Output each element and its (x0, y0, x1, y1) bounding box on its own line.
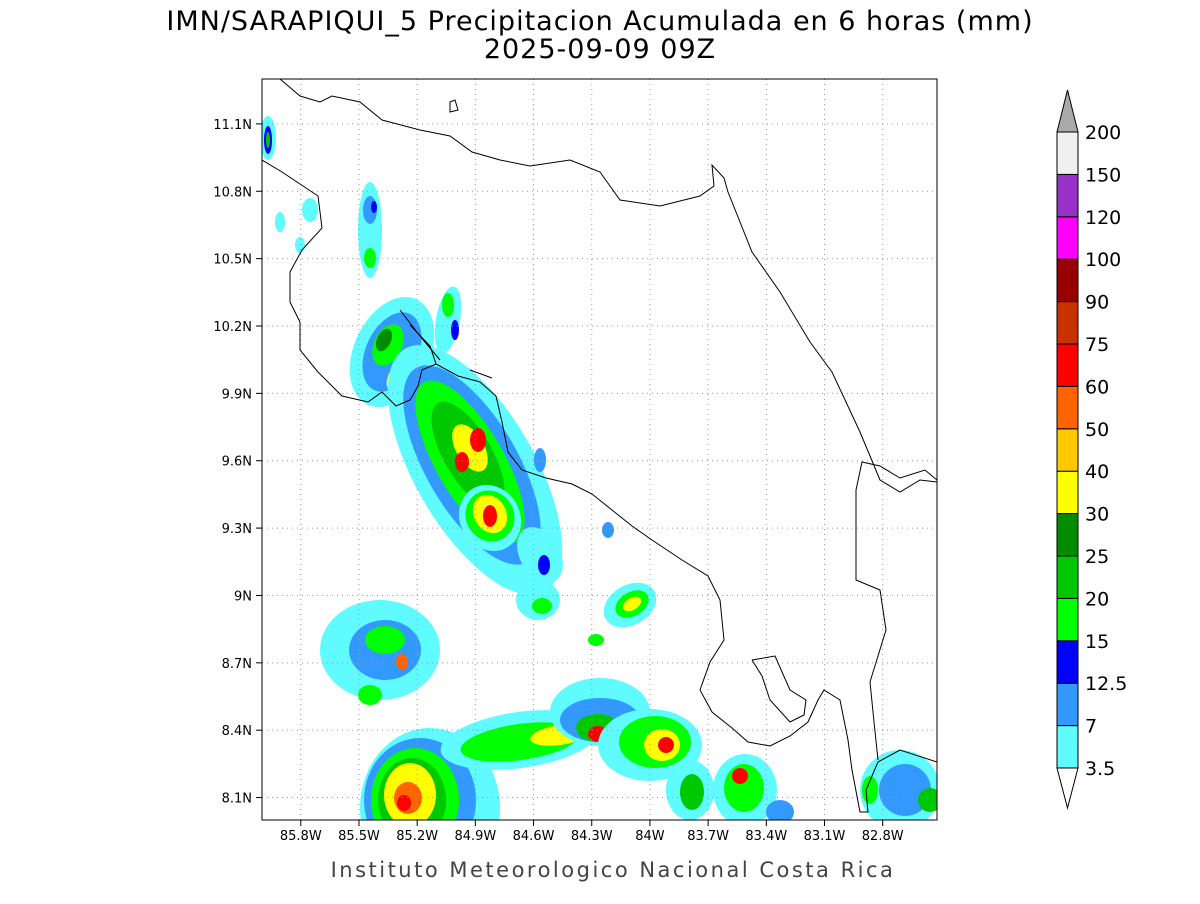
border (399, 309, 937, 761)
chart-subtitle: 2025-09-09 09Z (484, 34, 716, 65)
y-tick-label: 8.1N (222, 792, 252, 807)
colorbar-label: 15 (1085, 631, 1109, 653)
precip-contour (732, 768, 748, 784)
grid (256, 79, 937, 826)
y-tick-label: 9.9N (222, 387, 252, 402)
chart-title: IMN/SARAPIQUI_5 Precipitacion Acumulada … (166, 6, 1033, 37)
coastlines (262, 79, 937, 813)
precip-contour (766, 800, 794, 820)
precip-contour (517, 527, 563, 583)
colorbar-label: 90 (1085, 292, 1109, 314)
colorbar-box (1056, 216, 1079, 260)
plot-frame (261, 78, 938, 821)
precip-contour (470, 428, 486, 452)
colorbar-box (1056, 428, 1079, 472)
precip-contour (375, 328, 393, 352)
x-tick-label: 84W (635, 829, 665, 844)
precip-contour (483, 505, 497, 527)
x-tick-label: 84.3W (571, 829, 613, 844)
x-tick-label: 84.6W (513, 829, 555, 844)
precip-contour (295, 237, 305, 253)
colorbar-triangle-high (1056, 89, 1079, 133)
precip-contour (658, 737, 674, 753)
y-tick-label: 9.6N (222, 455, 252, 470)
y-tick-label: 8.4N (222, 724, 252, 739)
precip-contour (358, 685, 382, 705)
precip-field (262, 116, 937, 820)
caribbean-coast (279, 79, 937, 493)
colorbar-box (1056, 385, 1079, 430)
colorbar-label: 25 (1085, 546, 1109, 568)
colorbar-label: 60 (1085, 376, 1109, 398)
pacific-coast (262, 159, 937, 813)
colorbar-box (1056, 640, 1079, 684)
colorbar-box (1056, 173, 1079, 218)
precip-contour (364, 248, 376, 268)
x-tick-label: 85.8W (280, 829, 322, 844)
x-tick-label: 83.4W (745, 829, 787, 844)
precip-contour (396, 654, 408, 670)
precip-contour (302, 198, 318, 222)
colorbar-label: 75 (1085, 334, 1109, 356)
footer: Instituto Meteorologico Nacional Costa R… (331, 858, 896, 882)
precip-contour (862, 776, 878, 804)
y-tick-label: 8.7N (222, 657, 252, 672)
precip-contour (451, 320, 459, 340)
colorbar-box (1056, 513, 1079, 557)
colorbar-label: 30 (1085, 504, 1109, 526)
x-tick-label: 82.8W (862, 829, 904, 844)
colorbar-label: 120 (1085, 207, 1121, 229)
precip-contour (275, 212, 285, 232)
precip-contour (442, 293, 454, 317)
precip-contour (538, 555, 550, 575)
precip-contour (879, 764, 931, 816)
precip-contour (534, 448, 546, 472)
x-tick-label: 83.1W (804, 829, 846, 844)
colorbar-label: 150 (1085, 164, 1121, 186)
precip-contour (532, 598, 552, 614)
colorbar-box (1056, 555, 1079, 599)
colorbar-label: 12.5 (1085, 673, 1127, 695)
y-tick-label: 10.8N (213, 185, 252, 200)
precip-contour (397, 795, 411, 811)
colorbar-box (1056, 258, 1079, 303)
colorbar-label: 7 (1085, 716, 1097, 738)
x-tick-label: 84.9W (454, 829, 496, 844)
colorbar-box (1056, 725, 1079, 769)
colorbar-box (1056, 682, 1079, 727)
y-tick-label: 9N (234, 589, 252, 604)
precip-contour (622, 596, 642, 612)
precip-contour (371, 201, 377, 213)
precip-contour (918, 788, 937, 812)
lake (449, 99, 459, 113)
precip-contour (455, 452, 469, 472)
colorbar-box (1056, 470, 1079, 515)
y-tick-label: 11.1N (213, 118, 252, 133)
y-tick-label: 9.3N (222, 522, 252, 537)
colorbar-label: 100 (1085, 249, 1121, 271)
colorbar-label: 3.5 (1085, 758, 1115, 780)
colorbar-triangle-low (1056, 767, 1079, 810)
colorbar-box (1056, 131, 1079, 175)
colorbar-box (1056, 597, 1079, 642)
colorbar-label: 20 (1085, 588, 1109, 610)
x-tick-label: 83.7W (687, 829, 729, 844)
x-tick-label: 85.2W (396, 829, 438, 844)
colorbar-box (1056, 301, 1079, 345)
colorbar-box (1056, 343, 1079, 387)
colorbar-label: 40 (1085, 461, 1109, 483)
y-tick-label: 10.2N (213, 320, 252, 335)
precip-contour (266, 132, 270, 148)
precip-contour (588, 634, 604, 646)
colorbar-label: 200 (1085, 122, 1121, 144)
colorbar-label: 50 (1085, 419, 1109, 441)
y-tick-label: 10.5N (213, 253, 252, 268)
x-tick-label: 85.5W (338, 829, 380, 844)
precip-contour (602, 522, 614, 538)
colorbar: 3.5 7 12.5 15 20 25 30 40 50 60 75 90 100 120 150 200 (1056, 89, 1127, 810)
precip-contour (680, 774, 704, 810)
precip-contour (365, 626, 405, 654)
